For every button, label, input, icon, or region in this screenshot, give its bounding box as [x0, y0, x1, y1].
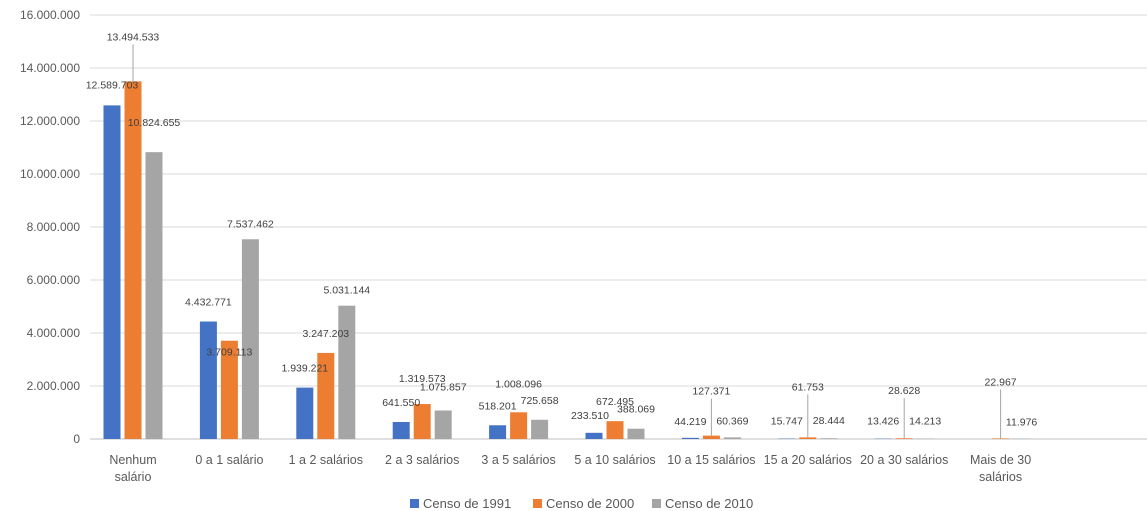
bar: [199, 321, 217, 439]
x-tick-label: salários: [979, 470, 1022, 484]
bar: [820, 438, 838, 439]
bar: [434, 410, 452, 439]
legend-label: Censo de 1991: [423, 496, 511, 511]
bar: [392, 421, 410, 439]
data-label: 44.219: [674, 416, 706, 428]
data-label: 641.550: [382, 397, 420, 409]
x-tick-label: 10 a 15 salários: [667, 453, 755, 467]
legend-swatch: [652, 499, 661, 508]
bar: [681, 437, 699, 439]
data-label: 13.426: [867, 416, 899, 428]
x-tick-label: 5 a 10 salários: [574, 453, 655, 467]
bar: [992, 438, 1010, 439]
data-label: 60.369: [716, 415, 748, 427]
data-label: 10.824.655: [128, 117, 181, 129]
y-tick-label: 16.000.000: [20, 8, 80, 22]
x-tick-label: 0 a 1 salário: [195, 453, 263, 467]
bar: [124, 81, 142, 440]
data-label: 388.069: [617, 404, 655, 416]
data-label: 14.213: [909, 416, 941, 428]
data-label: 61.753: [792, 381, 824, 393]
x-tick-label: 2 a 3 salários: [385, 453, 459, 467]
data-label: 28.444: [813, 415, 845, 427]
bar: [723, 437, 741, 439]
bar: [531, 419, 549, 439]
data-label: 518.201: [479, 400, 517, 412]
data-label: 1.075.857: [420, 381, 467, 393]
data-label: 28.628: [888, 385, 920, 397]
data-label: 5.031.144: [323, 285, 370, 297]
x-tick-label: 15 a 20 salários: [764, 453, 852, 467]
data-label: 12.589.703: [86, 79, 139, 91]
data-label: 3.247.203: [302, 328, 349, 340]
bar: [799, 437, 817, 439]
x-tick-label: Nenhum: [109, 453, 156, 467]
data-label: 1.319.573: [399, 373, 446, 385]
y-tick-label: 6.000.000: [27, 273, 81, 287]
x-tick-label: 1 a 2 salários: [289, 453, 363, 467]
bar: [103, 105, 121, 440]
bar: [220, 340, 238, 439]
data-label: 127.371: [692, 386, 730, 398]
data-label: 7.537.462: [227, 218, 274, 230]
x-tick-label: salário: [115, 470, 152, 484]
data-label: 3.709.113: [206, 347, 252, 359]
bar: [627, 428, 645, 439]
y-tick-label: 8.000.000: [27, 220, 81, 234]
y-tick-label: 14.000.000: [20, 61, 80, 75]
x-tick-label: Mais de 30: [970, 453, 1031, 467]
x-tick-label: 20 a 30 salários: [860, 453, 948, 467]
bar: [145, 152, 163, 439]
bar: [241, 239, 259, 439]
data-label: 11.976: [1006, 417, 1037, 429]
legend-swatch: [533, 499, 542, 508]
y-tick-label: 10.000.000: [20, 167, 80, 181]
bar: [510, 412, 528, 439]
bar: [489, 425, 507, 439]
bar: [585, 432, 603, 439]
data-label: 233.510: [571, 410, 609, 422]
legend-swatch: [410, 499, 419, 508]
data-label: 15.747: [771, 416, 803, 428]
legend-label: Censo de 2010: [665, 496, 753, 511]
data-label: 22.967: [985, 376, 1017, 388]
data-label: 13.494.533: [107, 31, 160, 43]
bar: [317, 352, 335, 439]
bar: [702, 435, 720, 439]
data-label: 1.939.221: [281, 363, 328, 375]
bar: [606, 421, 624, 439]
bar: [895, 438, 913, 439]
y-tick-label: 2.000.000: [27, 379, 81, 393]
bar: [296, 387, 314, 439]
bar: [338, 305, 356, 439]
data-label: 1.008.096: [495, 378, 542, 390]
x-tick-label: 3 a 5 salários: [481, 453, 555, 467]
legend-label: Censo de 2000: [546, 496, 634, 511]
data-label: 672.495: [596, 396, 634, 408]
y-tick-label: 12.000.000: [20, 114, 80, 128]
data-label: 4.432.771: [185, 297, 232, 309]
bar: [413, 404, 431, 439]
y-tick-label: 4.000.000: [27, 326, 81, 340]
data-label: 725.658: [521, 395, 559, 407]
y-tick-label: 0: [73, 432, 80, 446]
